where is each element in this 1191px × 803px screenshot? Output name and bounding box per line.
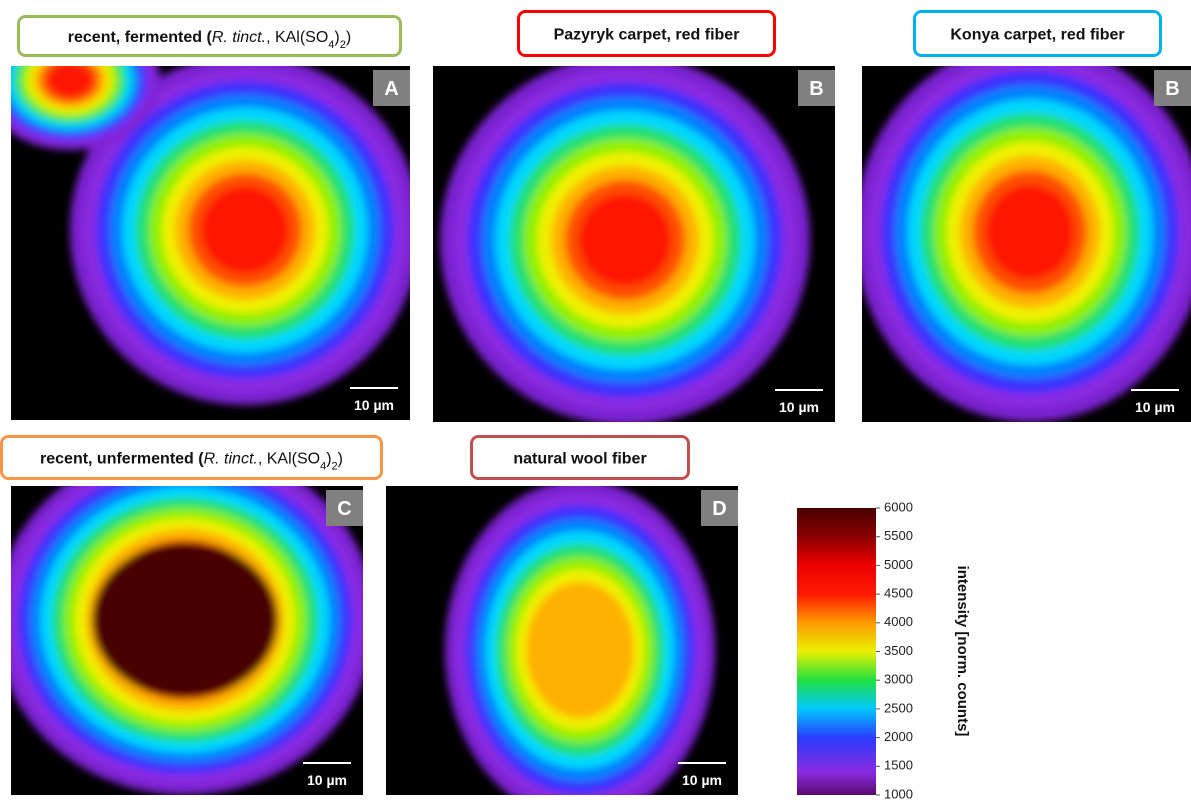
panel-letter: D xyxy=(712,498,726,520)
title-part: Pazyryk carpet, red fiber xyxy=(554,27,740,44)
intensity-blob xyxy=(440,55,810,425)
colorbar-tick-label: 4500 xyxy=(884,586,913,601)
heatmap-image: D 10 µm xyxy=(386,480,738,803)
title-part: , KAl(SO xyxy=(266,29,328,46)
panel-title: Pazyryk carpet, red fiber xyxy=(554,27,740,44)
title-part: Konya carpet, red fiber xyxy=(950,27,1124,44)
intensity-band xyxy=(579,194,672,287)
colorbar-tick-label: 1000 xyxy=(884,786,913,801)
panel-title: Konya carpet, red fiber xyxy=(950,27,1124,44)
colorbar xyxy=(797,508,876,795)
colorbar-tick-label: 5000 xyxy=(884,557,913,572)
colorbar-tick-label: 5500 xyxy=(884,528,913,543)
intensity-band xyxy=(201,186,289,274)
intensity-band xyxy=(986,185,1074,280)
title-part: R. tinct. xyxy=(212,29,266,46)
title-part: recent, fermented ( xyxy=(68,29,213,46)
scale-label: 10 µm xyxy=(779,399,819,415)
colorbar-tick-label: 1500 xyxy=(884,758,913,773)
scale-label: 10 µm xyxy=(307,772,347,788)
scale-label: 10 µm xyxy=(1135,399,1175,415)
colorbar-tick-label: 2000 xyxy=(884,729,913,744)
colorbar-tick-label: 3500 xyxy=(884,643,913,658)
heatmap-image: B 10 µm xyxy=(433,55,835,425)
panel-letter: B xyxy=(809,78,823,100)
intensity-core xyxy=(92,542,277,698)
title-part: , KAl(SO xyxy=(258,451,320,468)
panel-letter: B xyxy=(1165,78,1179,100)
intensity-blob xyxy=(855,42,1191,422)
heatmap-image: A 10 µm xyxy=(0,10,420,420)
figure: intensity [norm. counts] A 10 µm recent, f… xyxy=(0,0,1191,803)
colorbar-tick-label: 2500 xyxy=(884,700,913,715)
title-part: ) xyxy=(346,29,351,46)
colorbar-tick-label: 3000 xyxy=(884,672,913,687)
title-part: natural wool fiber xyxy=(513,451,646,468)
title-part: ) xyxy=(338,451,343,468)
intensity-blob xyxy=(0,445,375,795)
title-part: R. tinct. xyxy=(204,451,258,468)
panel-letter: A xyxy=(384,78,398,100)
title-part: recent, unfermented ( xyxy=(40,451,204,468)
colorbar-tick-label: 6000 xyxy=(884,499,913,514)
panel-title: natural wool fiber xyxy=(513,451,646,468)
colorbar-tick-label: 4000 xyxy=(884,614,913,629)
scale-label: 10 µm xyxy=(354,397,394,413)
heatmap-image: C 10 µm xyxy=(0,445,375,795)
panel-letter: C xyxy=(337,498,351,520)
colorbar-label: intensity [norm. counts] xyxy=(954,566,971,737)
intensity-band xyxy=(526,582,634,718)
scale-label: 10 µm xyxy=(682,772,722,788)
intensity-band xyxy=(48,63,93,98)
heatmap-image: B 10 µm xyxy=(855,42,1191,422)
